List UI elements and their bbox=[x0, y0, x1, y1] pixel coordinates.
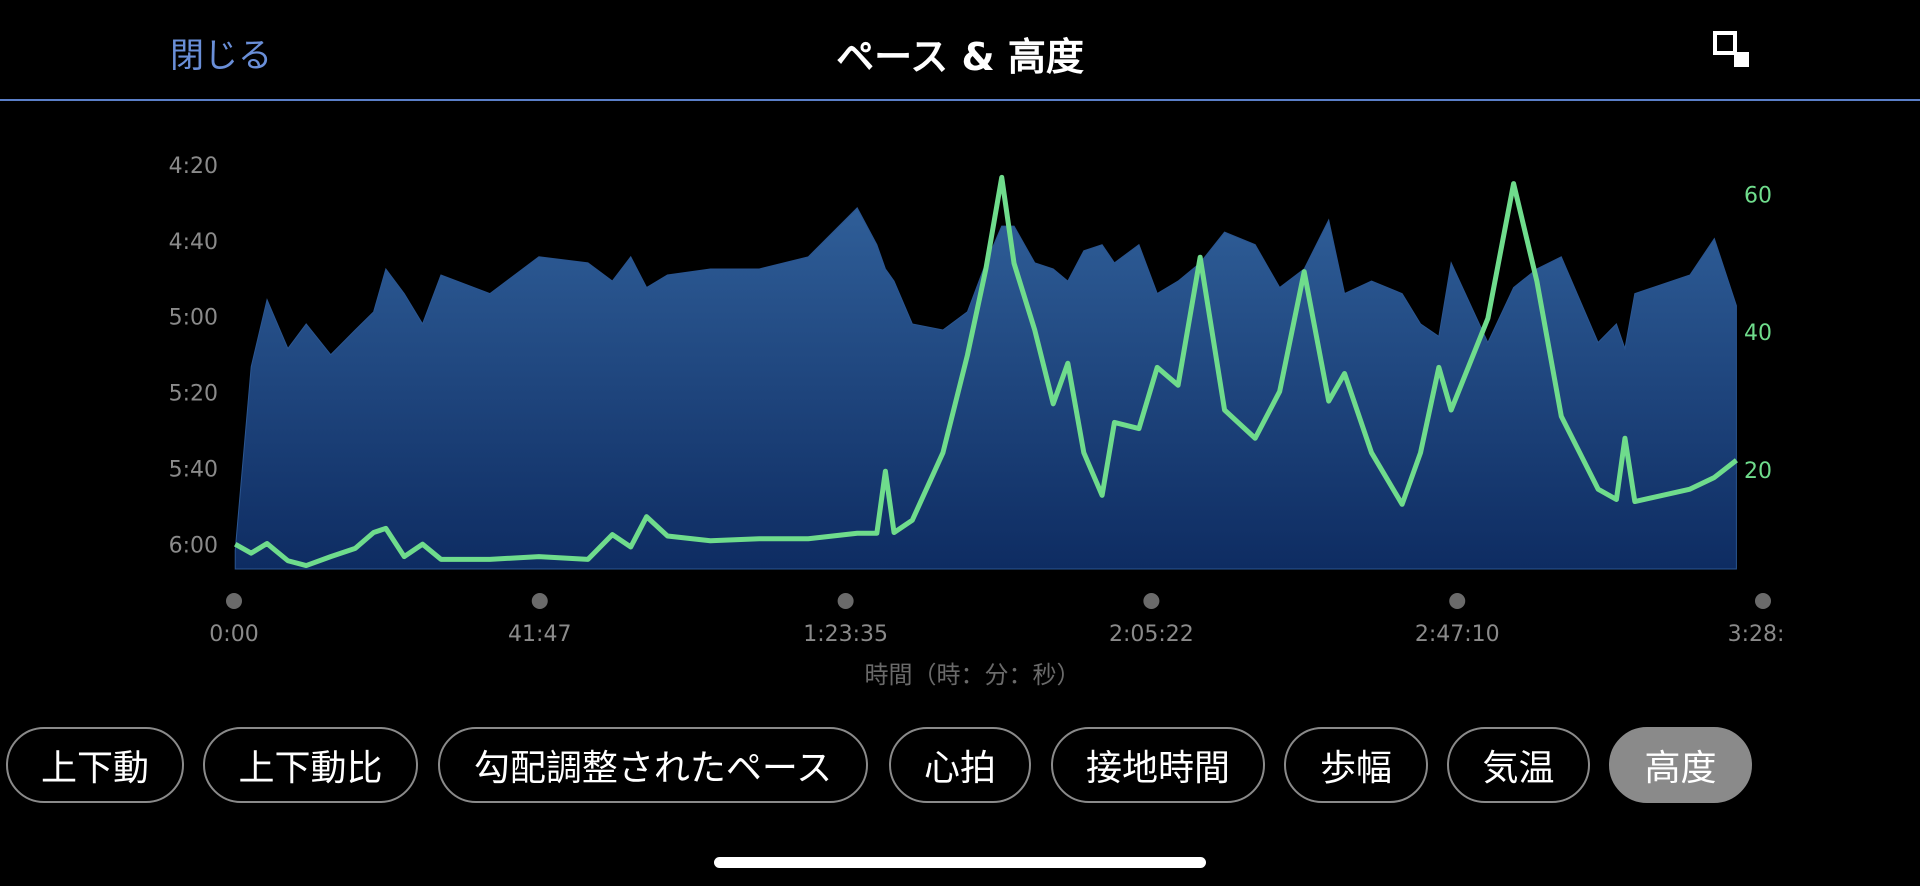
x-axis: 0:00 41:47 1:23:35 2:05:22 2:47:10 3:28:5 bbox=[209, 593, 1799, 647]
metric-button[interactable]: 心拍 bbox=[889, 727, 1031, 803]
pace-area bbox=[234, 207, 1737, 570]
home-indicator bbox=[714, 857, 1206, 868]
metric-button[interactable]: 接地時間 bbox=[1051, 727, 1265, 803]
x-tick-dot bbox=[1449, 593, 1466, 609]
metric-button[interactable]: 勾配調整されたペース bbox=[438, 727, 868, 803]
metric-button[interactable]: 上下動比 bbox=[203, 727, 418, 803]
metric-button[interactable]: 上下動 bbox=[6, 727, 184, 803]
x-tick-label: 2:47:10 bbox=[1415, 622, 1500, 647]
x-tick-dot bbox=[226, 593, 242, 609]
chart: 4:20 4:40 5:00 5:20 5:40 6:00 20 40 60 0:00 41:47 1… bbox=[169, 154, 1799, 689]
x-axis-label: 時間（時：分：秒） bbox=[865, 661, 1081, 689]
expand-icon[interactable] bbox=[1712, 30, 1752, 70]
close-button[interactable]: 閉じる bbox=[170, 36, 272, 76]
metric-button[interactable]: 歩幅 bbox=[1284, 727, 1428, 803]
x-tick-label: 41:47 bbox=[508, 622, 571, 647]
x-tick-label: 1:23:35 bbox=[803, 622, 888, 647]
metric-button[interactable]: 気温 bbox=[1447, 727, 1590, 803]
y2-tick-label: 40 bbox=[1744, 321, 1772, 346]
x-tick-dot bbox=[837, 593, 854, 609]
altitude-line bbox=[233, 174, 1738, 569]
x-tick-label: 2:05:22 bbox=[1109, 622, 1194, 647]
x-tick-label: 3:28:5 bbox=[1728, 622, 1799, 647]
x-tick-label: 0:00 bbox=[209, 622, 258, 647]
x-tick-dot bbox=[531, 593, 548, 609]
y-tick-label: 4:40 bbox=[169, 230, 218, 255]
metric-button[interactable]: 高度 bbox=[1609, 727, 1752, 803]
y-tick-label: 6:00 bbox=[169, 533, 218, 558]
title: ペース & 高度 bbox=[836, 35, 1084, 79]
y-tick-label: 4:20 bbox=[169, 154, 218, 179]
header: 閉じる ペース & 高度 bbox=[0, 0, 1920, 101]
y2-tick-label: 20 bbox=[1744, 459, 1772, 484]
y-tick-label: 5:40 bbox=[169, 457, 218, 482]
x-tick-dot bbox=[1143, 593, 1160, 609]
metric-buttons: 上下動 上下動比 勾配調整されたペース 心拍 接地時間 歩幅 気温 高度 bbox=[0, 727, 1920, 807]
y2-tick-label: 60 bbox=[1744, 184, 1772, 209]
y-tick-label: 5:00 bbox=[169, 306, 218, 331]
y-tick-label: 5:20 bbox=[169, 382, 218, 407]
x-tick-dot bbox=[1755, 593, 1771, 609]
